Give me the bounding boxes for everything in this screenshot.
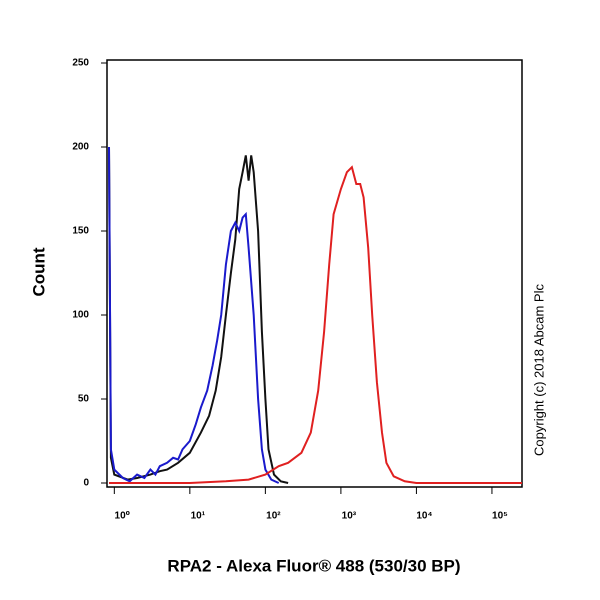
series-line xyxy=(108,146,280,484)
y-tick-label: 200 xyxy=(72,142,89,153)
x-axis-label: RPA2 - Alexa Fluor® 488 (530/30 BP) xyxy=(167,556,460,575)
x-tick-label: 10⁰ xyxy=(115,511,131,522)
y-tick-label: 150 xyxy=(72,226,89,237)
series-line xyxy=(109,165,522,484)
x-tick-label: 10⁴ xyxy=(416,511,432,522)
x-tick-label: 10¹ xyxy=(191,511,206,522)
x-tick-label: 10⁵ xyxy=(492,511,508,522)
y-tick-label: 0 xyxy=(83,478,89,489)
x-tick-label: 10² xyxy=(266,511,281,522)
y-tick-label: 100 xyxy=(72,310,89,321)
y-tick-label: 250 xyxy=(72,58,89,69)
y-tick-label: 50 xyxy=(78,394,90,405)
y-axis-label: Count xyxy=(29,247,48,296)
x-tick-label: 10³ xyxy=(342,511,357,522)
copyright: Copyright (c) 2018 Abcam Plc xyxy=(531,284,546,456)
series-line xyxy=(108,146,289,484)
plot-frame xyxy=(106,59,523,488)
